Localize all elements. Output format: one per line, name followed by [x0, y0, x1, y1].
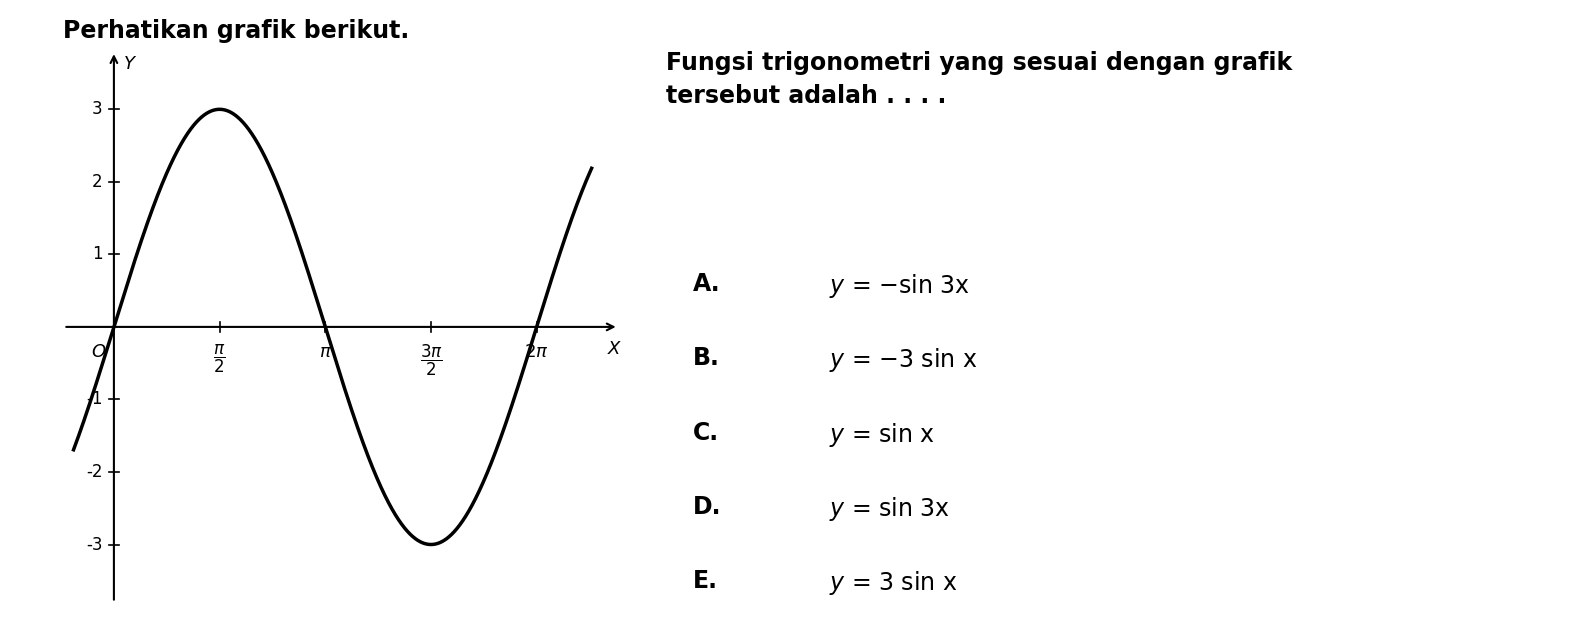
Text: $\pi$: $\pi$ [319, 343, 331, 361]
Text: -3: -3 [86, 535, 103, 554]
Text: -2: -2 [86, 463, 103, 481]
Text: $X$: $X$ [607, 340, 623, 358]
Text: 2: 2 [92, 173, 103, 191]
Text: E.: E. [693, 569, 718, 594]
Text: $y$ = sin 3x: $y$ = sin 3x [829, 495, 950, 523]
Text: $y$ = sin x: $y$ = sin x [829, 420, 934, 449]
Text: $\dfrac{3\pi}{2}$: $\dfrac{3\pi}{2}$ [420, 343, 442, 378]
Text: $2\pi$: $2\pi$ [525, 343, 549, 361]
Text: A.: A. [693, 272, 722, 296]
Text: $y$ = −3 sin x: $y$ = −3 sin x [829, 346, 977, 374]
Text: Perhatikan grafik berikut.: Perhatikan grafik berikut. [63, 19, 409, 43]
Text: -1: -1 [86, 390, 103, 408]
Text: $y$ = −sin 3x: $y$ = −sin 3x [829, 272, 969, 300]
Text: C.: C. [693, 420, 720, 445]
Text: 1: 1 [92, 246, 103, 263]
Text: D.: D. [693, 495, 722, 519]
Text: $O$: $O$ [92, 343, 106, 361]
Text: Fungsi trigonometri yang sesuai dengan grafik
tersebut adalah . . . .: Fungsi trigonometri yang sesuai dengan g… [666, 51, 1293, 108]
Text: B.: B. [693, 346, 720, 370]
Text: $y$ = 3 sin x: $y$ = 3 sin x [829, 569, 958, 597]
Text: $Y$: $Y$ [122, 55, 136, 73]
Text: 3: 3 [92, 100, 103, 119]
Text: $\dfrac{\pi}{2}$: $\dfrac{\pi}{2}$ [213, 343, 225, 375]
